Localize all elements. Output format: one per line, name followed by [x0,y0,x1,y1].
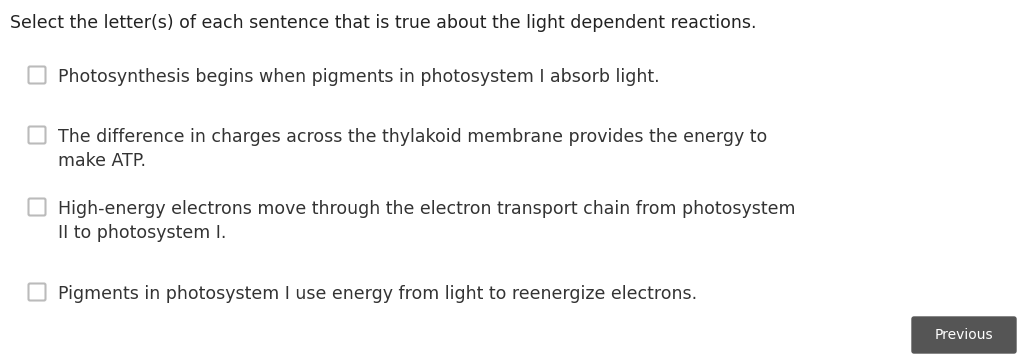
Text: The difference in charges across the thylakoid membrane provides the energy to
m: The difference in charges across the thy… [58,128,767,170]
Text: High-energy electrons move through the electron transport chain from photosystem: High-energy electrons move through the e… [58,200,796,242]
Text: Pigments in photosystem I use energy from light to reenergize electrons.: Pigments in photosystem I use energy fro… [58,285,697,303]
Text: Select the letter(s) of each sentence that is true about the light dependent rea: Select the letter(s) of each sentence th… [10,14,756,32]
Text: Photosynthesis begins when pigments in photosystem I absorb light.: Photosynthesis begins when pigments in p… [58,68,659,86]
Text: Previous: Previous [934,328,994,342]
FancyBboxPatch shape [912,317,1016,353]
